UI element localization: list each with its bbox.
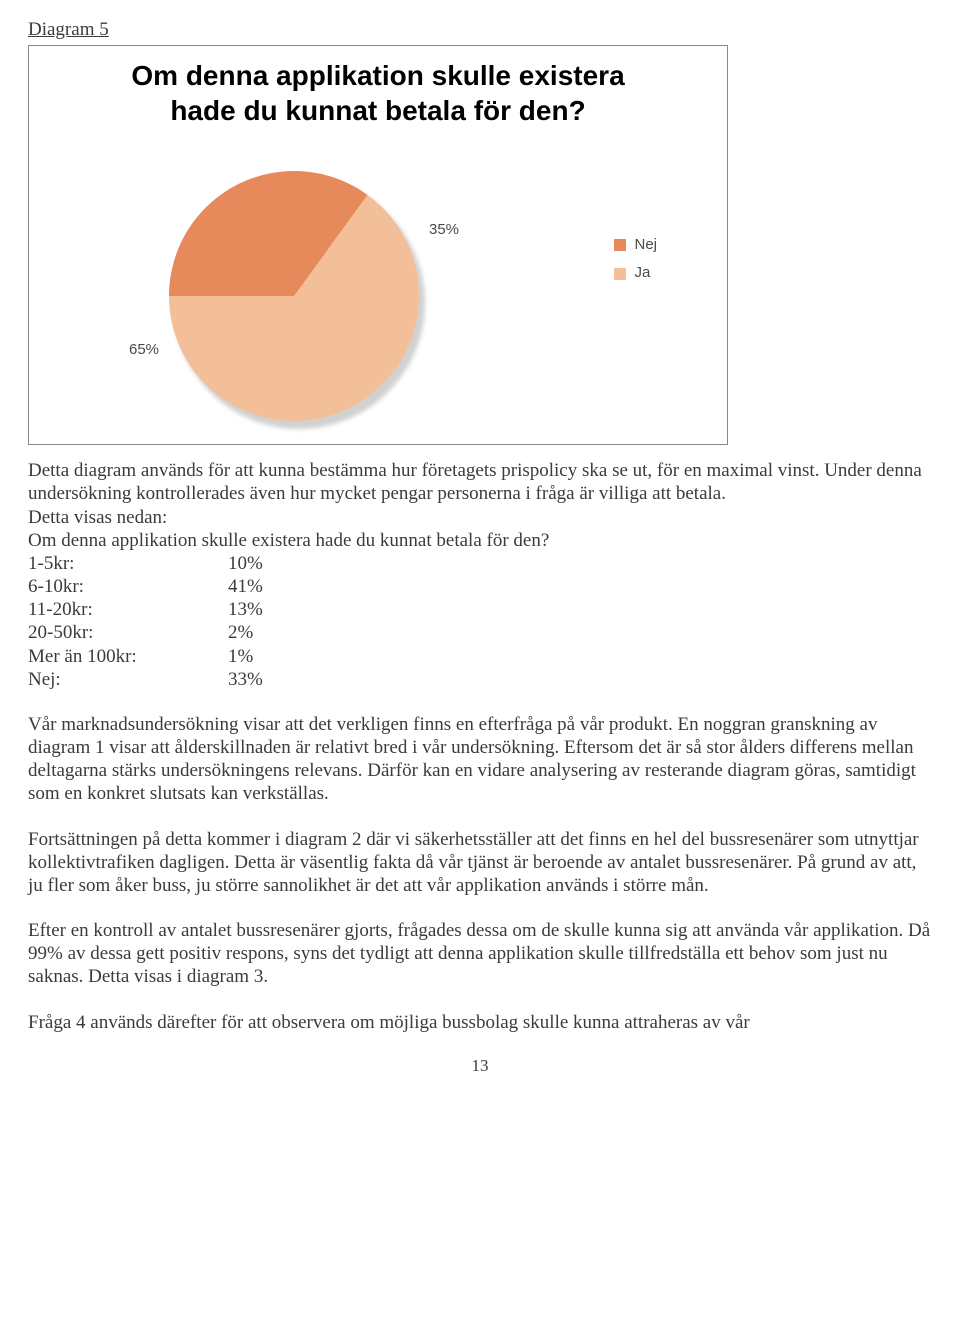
legend-swatch-nej [614,239,626,251]
price-row: 11-20kr:13% [28,598,932,621]
chart-legend: Nej Ja [614,236,657,293]
price-row-key: 6-10kr: [28,575,228,598]
pie-slices [169,171,419,421]
legend-label-ja: Ja [634,264,650,282]
price-row-value: 13% [228,598,263,621]
chart-title: Om denna applikation skulle existera had… [29,46,727,128]
pie-chart-container: Om denna applikation skulle existera had… [28,45,728,445]
price-row-key: Nej: [28,668,228,691]
price-row: Nej:33% [28,668,932,691]
price-row: 6-10kr:41% [28,575,932,598]
diagram-label: Diagram 5 [28,18,932,41]
legend-item-nej: Nej [614,236,657,254]
paragraph-6: Fråga 4 används därefter för att observe… [28,1011,932,1034]
price-row-value: 2% [228,621,253,644]
price-row-key: 1-5kr: [28,552,228,575]
legend-swatch-ja [614,268,626,280]
price-row-value: 10% [228,552,263,575]
pie-data-label-35: 35% [429,221,459,239]
legend-item-ja: Ja [614,264,657,282]
price-row: 1-5kr:10% [28,552,932,575]
price-row-value: 41% [228,575,263,598]
pie-data-label-65: 65% [129,341,159,359]
paragraph-4: Fortsättningen på detta kommer i diagram… [28,828,932,898]
paragraph-nedan-b: Om denna applikation skulle existera had… [28,529,932,552]
price-row-key: Mer än 100kr: [28,645,228,668]
paragraph-3: Vår marknadsundersökning visar att det v… [28,713,932,806]
price-row-key: 11-20kr: [28,598,228,621]
paragraph-intro: Detta diagram används för att kunna best… [28,459,932,505]
price-breakdown-list: 1-5kr:10%6-10kr:41%11-20kr:13%20-50kr:2%… [28,552,932,691]
price-row-value: 1% [228,645,253,668]
paragraph-nedan-a: Detta visas nedan: [28,506,932,529]
chart-title-line2: hade du kunnat betala för den? [29,93,727,128]
price-row-key: 20-50kr: [28,621,228,644]
price-row: 20-50kr:2% [28,621,932,644]
page-number: 13 [28,1056,932,1077]
chart-title-line1: Om denna applikation skulle existera [29,58,727,93]
price-row-value: 33% [228,668,263,691]
pie-chart [169,171,419,421]
legend-label-nej: Nej [634,236,657,254]
paragraph-5: Efter en kontroll av antalet bussresenär… [28,919,932,989]
price-row: Mer än 100kr: 1% [28,645,932,668]
